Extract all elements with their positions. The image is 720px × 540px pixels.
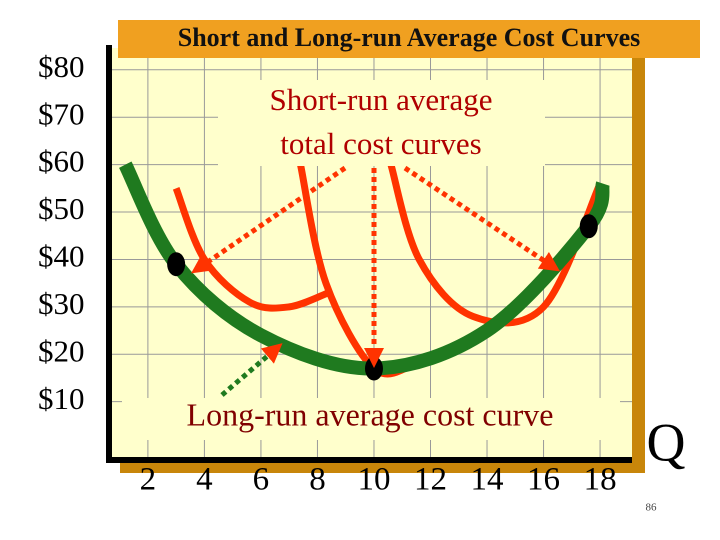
line-series xyxy=(172,187,331,312)
arrow xyxy=(220,343,283,397)
annotation: Long-run average cost curve xyxy=(187,396,554,432)
x-axis-label: Q xyxy=(647,412,686,472)
x-tick-label: 8 xyxy=(309,462,326,498)
x-tick-label: 18 xyxy=(584,462,617,498)
x-tick-label: 6 xyxy=(253,462,270,498)
title-box xyxy=(118,20,700,58)
x-tick-label: 12 xyxy=(414,462,447,498)
point xyxy=(167,252,186,277)
y-tick-label: $80 xyxy=(38,49,85,84)
page-number: 86 xyxy=(646,502,658,514)
x-tick-label: 16 xyxy=(527,462,560,498)
y-tick-label: $30 xyxy=(38,286,85,321)
arrow xyxy=(403,165,560,272)
y-tick-label: $10 xyxy=(38,381,85,416)
x-tick-label: 4 xyxy=(196,462,213,498)
point xyxy=(579,214,598,239)
annotation-box xyxy=(218,80,545,166)
y-tick-label: $70 xyxy=(38,96,85,131)
y-tick-label: $20 xyxy=(38,333,85,368)
x-tick-label: 10 xyxy=(357,462,390,498)
annotation: Short-run average xyxy=(270,82,493,117)
chart-title: Short and Long-run Average Cost Curves xyxy=(178,23,640,52)
arrow xyxy=(191,165,347,274)
arrows xyxy=(191,165,560,397)
y-tick-label: $40 xyxy=(38,239,85,274)
annotation-box xyxy=(122,398,620,440)
x-tick-label: 2 xyxy=(140,462,157,498)
x-tick-label: 14 xyxy=(471,462,504,498)
y-tick-label: $50 xyxy=(38,191,85,226)
y-tick-label: $60 xyxy=(38,144,85,179)
line-series xyxy=(387,163,604,327)
annotation: total cost curves xyxy=(280,126,481,161)
